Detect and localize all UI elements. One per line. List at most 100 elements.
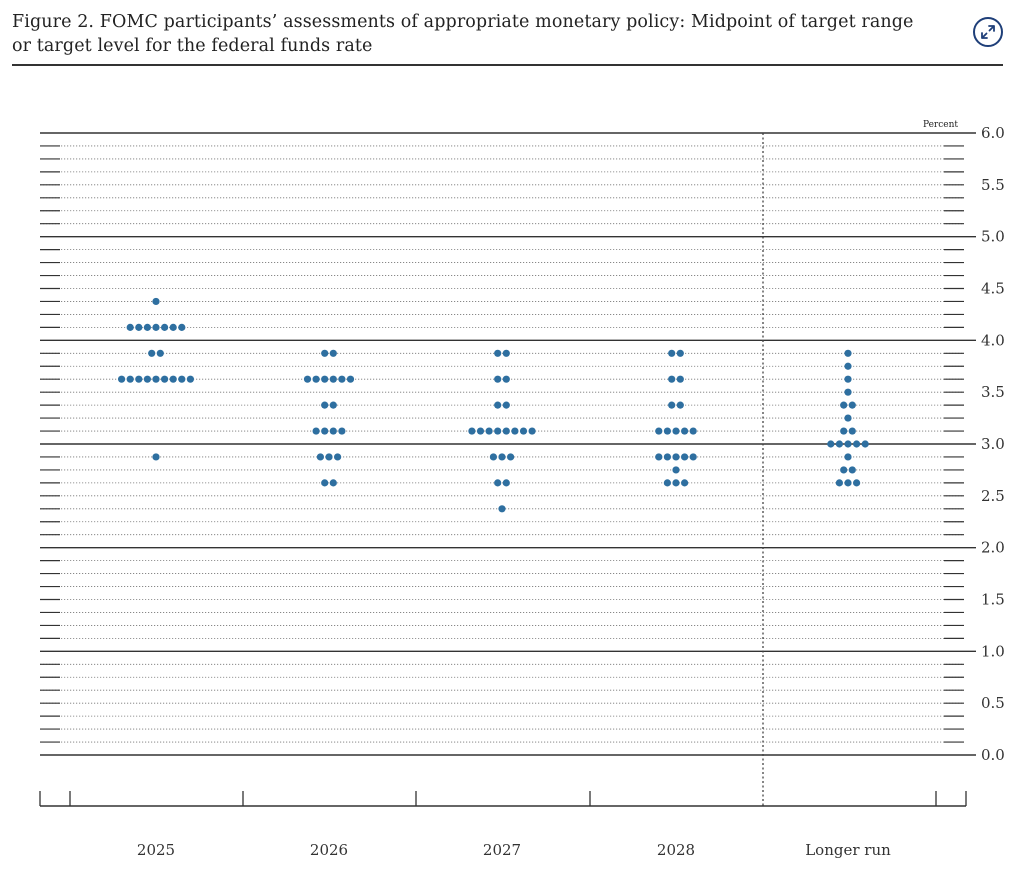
data-point: [844, 388, 852, 396]
data-point: [498, 453, 506, 461]
data-point: [840, 401, 848, 409]
data-point: [507, 453, 515, 461]
data-point: [161, 375, 169, 383]
data-point: [844, 349, 852, 357]
data-point: [494, 479, 502, 487]
data-point: [502, 427, 510, 435]
data-point: [329, 349, 337, 357]
data-point: [494, 401, 502, 409]
x-category-label: 2027: [483, 841, 521, 859]
data-point: [502, 401, 510, 409]
data-point: [494, 349, 502, 357]
data-point: [321, 427, 329, 435]
data-point: [663, 427, 672, 435]
data-point: [118, 375, 126, 383]
data-point: [476, 427, 485, 435]
data-point: [316, 453, 324, 461]
data-point: [840, 427, 848, 435]
data-point: [689, 427, 697, 435]
y-tick-label: 0.0: [981, 746, 1005, 764]
data-point: [655, 453, 663, 461]
data-point: [312, 375, 320, 383]
data-point: [498, 505, 506, 513]
data-point: [689, 453, 697, 461]
data-point: [186, 375, 194, 383]
data-point: [494, 427, 502, 435]
data-point: [672, 453, 680, 461]
y-tick-label: 1.5: [981, 591, 1005, 609]
data-point: [126, 323, 134, 331]
data-point: [312, 427, 320, 435]
data-point: [511, 427, 519, 435]
data-point: [844, 362, 852, 370]
data-point: [502, 479, 510, 487]
data-point: [528, 427, 536, 435]
data-point: [494, 375, 502, 383]
data-point: [152, 375, 160, 383]
data-point: [844, 479, 852, 487]
data-point: [485, 427, 493, 435]
data-point: [338, 427, 346, 435]
data-point: [135, 375, 143, 383]
data-point: [681, 427, 689, 435]
data-point: [681, 453, 689, 461]
data-point: [676, 375, 684, 383]
y-tick-label: 3.0: [981, 435, 1005, 453]
data-point: [502, 349, 510, 357]
data-point: [143, 323, 151, 331]
data-point: [321, 479, 329, 487]
data-point: [827, 440, 835, 448]
data-point: [169, 375, 177, 383]
data-point: [329, 401, 337, 409]
data-point: [329, 427, 337, 435]
data-point: [844, 414, 852, 422]
data-point: [169, 323, 177, 331]
data-point: [329, 375, 337, 383]
y-tick-label: 4.0: [981, 331, 1005, 349]
data-point: [668, 349, 676, 357]
data-point: [329, 479, 337, 487]
data-point: [844, 375, 852, 383]
data-point: [321, 401, 329, 409]
y-unit-label: Percent: [923, 120, 958, 130]
y-tick-label: 2.0: [981, 539, 1005, 557]
data-point: [676, 349, 684, 357]
data-point: [346, 375, 355, 383]
data-point: [844, 440, 852, 448]
y-tick-label: 1.0: [981, 642, 1005, 660]
data-point: [861, 440, 869, 448]
figure-title-line-2: or target level for the federal funds ra…: [12, 36, 373, 56]
data-point: [468, 427, 476, 435]
figure-title-line-1: Figure 2. FOMC participants’ assessments…: [12, 12, 914, 32]
data-point: [853, 440, 861, 448]
title-divider: [12, 64, 1003, 66]
data-point: [152, 453, 160, 461]
x-category-label: 2026: [310, 841, 348, 859]
data-point: [502, 375, 510, 383]
y-tick-label: 6.0: [981, 124, 1005, 142]
data-point: [303, 375, 312, 383]
expand-button[interactable]: [973, 17, 1003, 47]
data-point: [152, 323, 160, 331]
data-point: [156, 349, 164, 357]
data-point: [681, 479, 689, 487]
data-point: [835, 440, 844, 448]
data-point: [338, 375, 346, 383]
data-point: [663, 479, 672, 487]
y-tick-label: 2.5: [981, 487, 1005, 505]
data-point: [844, 453, 852, 461]
figure-title: Figure 2. FOMC participants’ assessments…: [12, 10, 952, 58]
data-point: [148, 349, 156, 357]
data-point: [663, 453, 672, 461]
expand-arrows-icon: [981, 25, 995, 39]
data-point: [126, 375, 134, 383]
data-point: [161, 323, 169, 331]
data-point: [668, 401, 676, 409]
data-point: [668, 375, 676, 383]
data-point: [676, 401, 684, 409]
y-tick-label: 4.5: [981, 280, 1005, 298]
data-point: [321, 375, 329, 383]
y-tick-label: 3.5: [981, 383, 1005, 401]
data-point: [519, 427, 528, 435]
data-point: [672, 466, 680, 474]
